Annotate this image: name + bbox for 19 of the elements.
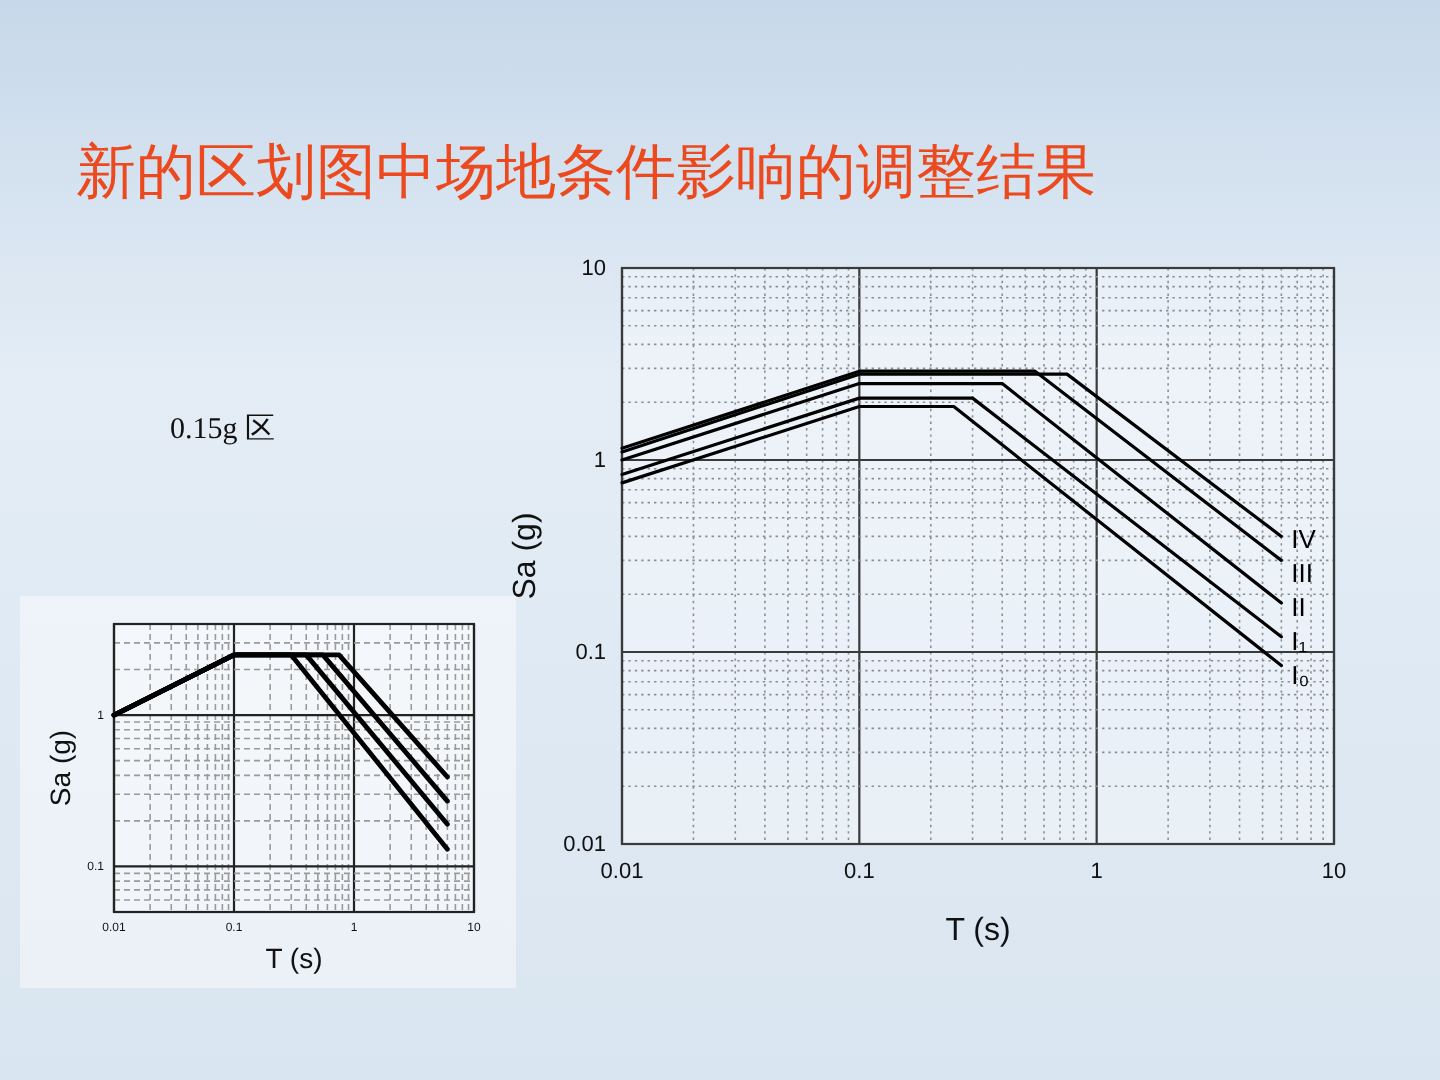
x-tick-label: 0.01 [600, 859, 644, 884]
series-label: I₁ [1291, 625, 1309, 656]
x-tick-label: 10 [1321, 859, 1347, 884]
series-label: I₀ [1291, 659, 1310, 690]
series-label: III [1291, 557, 1314, 588]
x-axis-title: T (s) [265, 942, 323, 974]
y-axis-title: Sa (g) [509, 512, 544, 600]
text: 0.15g 区 [170, 414, 275, 446]
y-tick-label: 1 [593, 449, 606, 474]
x-tick-label: 1 [1090, 859, 1103, 884]
y-tick-label: 0.01 [563, 833, 606, 858]
y-axis-title: Sa (g) [43, 729, 76, 807]
series-label: IV [1291, 523, 1317, 554]
chart-title: 新的区划图中场地条件影响的调整结果 [76, 138, 1096, 208]
y-tick-label: 10 [581, 257, 606, 282]
x-tick-label: 0.1 [844, 859, 875, 884]
x-axis-title: T (s) [945, 914, 1011, 948]
y-tick-label: 0.1 [575, 641, 606, 666]
series-label: II [1291, 591, 1306, 622]
